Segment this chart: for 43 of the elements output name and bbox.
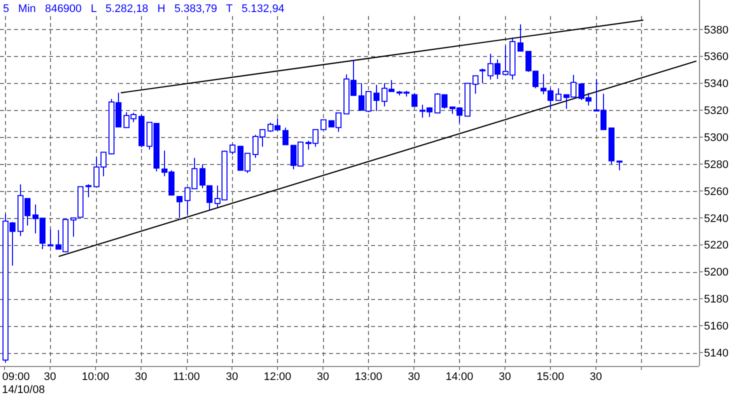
candlestick bbox=[282, 127, 288, 146]
candlestick bbox=[200, 164, 206, 189]
candlestick bbox=[86, 184, 92, 198]
x-tick-label: 30 bbox=[226, 371, 238, 383]
x-tick-label: 15:00 bbox=[536, 371, 564, 383]
candlestick bbox=[518, 24, 524, 52]
x-tick-label: 30 bbox=[590, 371, 602, 383]
x-tick-label: 09:00 bbox=[2, 371, 30, 383]
candlestick bbox=[176, 196, 182, 218]
y-tick-label: 5160 bbox=[704, 320, 728, 332]
y-tick-label: 5200 bbox=[704, 266, 728, 279]
y-tick-label: 5140 bbox=[704, 347, 728, 360]
x-tick-label: 10:00 bbox=[82, 371, 110, 383]
candlestick bbox=[320, 119, 326, 130]
candlestick bbox=[230, 144, 236, 156]
candlestick bbox=[412, 92, 418, 107]
chart-title: 5 Min 846900 L 5.282,18 H 5.383,79 T 5.132,94 bbox=[3, 3, 284, 15]
x-tick-label: 30 bbox=[316, 371, 330, 383]
x-tick-label: 12:00 bbox=[264, 371, 292, 383]
x-tick-label: 13:00 bbox=[354, 371, 382, 383]
y-tick-label: 5220 bbox=[704, 240, 728, 252]
y-tick-label: 5280 bbox=[704, 158, 728, 171]
candlestick bbox=[472, 75, 478, 94]
candlestick bbox=[374, 84, 380, 112]
y-tick-label: 5180 bbox=[704, 294, 728, 306]
x-tick-label: 30 bbox=[408, 371, 420, 383]
y-tick-label: 5300 bbox=[704, 132, 728, 144]
x-tick-label: 30 bbox=[44, 371, 56, 383]
y-tick-label: 5360 bbox=[704, 51, 728, 64]
candlestick bbox=[206, 185, 212, 210]
candlestick bbox=[480, 68, 486, 84]
x-tick-label: 30 bbox=[134, 371, 148, 383]
text: 14/10/08 bbox=[2, 384, 45, 396]
y-tick-label: 5340 bbox=[704, 78, 728, 90]
x-tick-label: 11:00 bbox=[173, 371, 200, 383]
x-tick-label: 14:00 bbox=[446, 371, 474, 383]
candlestick bbox=[556, 88, 562, 101]
y-tick-label: 5260 bbox=[704, 186, 728, 198]
y-tick-label: 5380 bbox=[704, 24, 728, 36]
candlestick bbox=[48, 228, 54, 246]
x-tick-label: 30 bbox=[498, 371, 512, 383]
y-tick-label: 5320 bbox=[704, 105, 728, 118]
y-tick-label: 5240 bbox=[704, 212, 728, 225]
